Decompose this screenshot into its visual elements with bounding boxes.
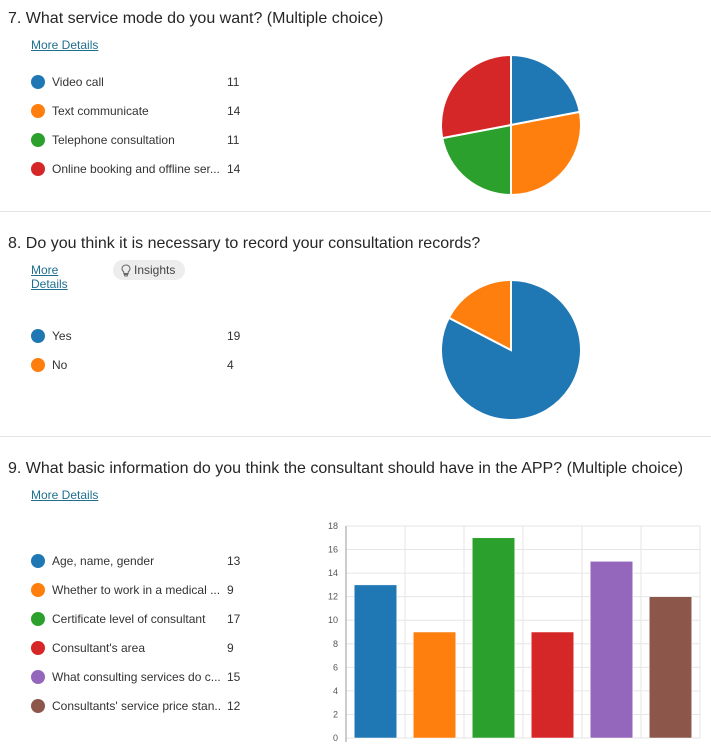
legend-label: Consultants' service price stan...	[52, 699, 222, 713]
legend-swatch	[31, 612, 45, 626]
legend-count: 13	[227, 554, 241, 568]
pie-slice[interactable]	[447, 278, 512, 352]
legend-item: Telephone consultation 11	[31, 132, 251, 148]
bar[interactable]	[531, 631, 574, 739]
bar-chart: 0 2 4 6 8 10 12 14 16 18	[328, 521, 701, 743]
pie-chart	[440, 278, 582, 421]
legend-label: Consultant's area	[52, 641, 146, 655]
pie-slice[interactable]	[441, 123, 512, 197]
y-tick-label: 0	[333, 733, 338, 743]
legend-item: Consultants' service price stan... 12	[31, 698, 251, 714]
more-details-link[interactable]: More Details	[31, 263, 68, 291]
legend-count: 9	[227, 583, 234, 597]
divider	[0, 211, 711, 212]
bar[interactable]	[590, 561, 633, 739]
legend-swatch	[31, 133, 45, 147]
legend-swatch	[31, 358, 45, 372]
legend-count: 9	[227, 641, 234, 655]
more-details-link[interactable]: More Details	[31, 38, 99, 52]
question-title: 9. What basic information do you think t…	[8, 460, 684, 477]
bar[interactable]	[413, 631, 456, 739]
legend-swatch	[31, 329, 45, 343]
more-details-link[interactable]: More Details	[31, 488, 99, 502]
legend-swatch	[31, 554, 45, 568]
legend-item: Yes 19	[31, 328, 251, 344]
legend-label: Whether to work in a medical ...	[52, 583, 221, 597]
y-tick-label: 16	[328, 545, 338, 555]
y-tick-label: 8	[333, 639, 338, 649]
legend-item: Whether to work in a medical ... 9	[31, 582, 251, 598]
y-tick-label: 4	[333, 686, 338, 696]
legend-item: Online booking and offline ser... 14	[31, 161, 251, 177]
legend-swatch	[31, 75, 45, 89]
y-tick-label: 18	[328, 521, 338, 531]
legend-swatch	[31, 670, 45, 684]
legend-label: Text communicate	[52, 104, 149, 118]
pie-slice[interactable]	[510, 110, 582, 197]
legend-item: Consultant's area 9	[31, 640, 251, 656]
pie-slice[interactable]	[440, 53, 512, 140]
legend-label: Yes	[52, 329, 72, 343]
legend-item: What consulting services do c... 15	[31, 669, 251, 685]
y-tick-label: 2	[333, 709, 338, 719]
legend-item: Age, name, gender 13	[31, 553, 251, 569]
legend-item: No 4	[31, 357, 251, 373]
legend-item: Text communicate 14	[31, 103, 251, 119]
insights-button[interactable]: Insights	[113, 260, 186, 280]
legend-count: 14	[227, 104, 241, 118]
lightbulb-icon	[121, 263, 131, 276]
legend-label: What consulting services do c...	[52, 670, 221, 684]
legend-label: Telephone consultation	[52, 133, 175, 147]
question-title: 8. Do you think it is necessary to recor…	[8, 235, 481, 252]
y-tick-label: 12	[328, 592, 338, 602]
divider	[0, 436, 711, 437]
legend-swatch	[31, 699, 45, 713]
pie-slice[interactable]	[510, 53, 581, 127]
legend-count: 17	[227, 612, 241, 626]
legend-swatch	[31, 583, 45, 597]
legend-label: No	[52, 358, 68, 372]
legend-label: Certificate level of consultant	[52, 612, 206, 626]
legend-item: Certificate level of consultant 17	[31, 611, 251, 627]
bar[interactable]	[472, 537, 515, 739]
y-tick-label: 10	[328, 615, 338, 625]
legend-count: 12	[227, 699, 241, 713]
bar[interactable]	[649, 596, 692, 739]
legend-swatch	[31, 104, 45, 118]
legend-label: Online booking and offline ser...	[52, 162, 220, 176]
legend-swatch	[31, 162, 45, 176]
legend-count: 19	[227, 329, 241, 343]
question-title: 7. What service mode do you want? (Multi…	[8, 10, 384, 27]
legend-count: 11	[227, 75, 240, 89]
legend-count: 4	[227, 358, 234, 372]
legend-item: Video call 11	[31, 74, 251, 90]
legend-swatch	[31, 641, 45, 655]
y-tick-label: 6	[333, 662, 338, 672]
pie-chart	[440, 53, 582, 197]
insights-label: Insights	[134, 263, 176, 277]
legend-label: Age, name, gender	[52, 554, 155, 568]
legend-label: Video call	[52, 75, 104, 89]
y-tick-label: 14	[328, 568, 338, 578]
legend-count: 15	[227, 670, 241, 684]
legend-count: 14	[227, 162, 241, 176]
bar[interactable]	[354, 584, 397, 739]
legend-count: 11	[227, 133, 240, 147]
